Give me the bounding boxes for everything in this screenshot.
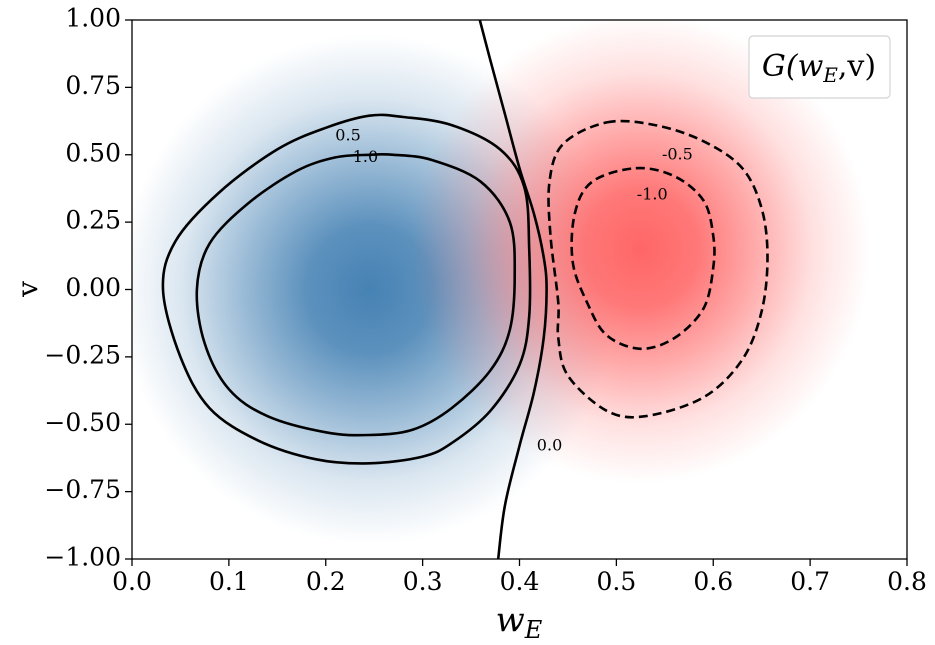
legend: G(wE,v) — [748, 35, 891, 99]
contour-lines — [161, 20, 769, 559]
legend-box — [748, 35, 891, 99]
y-tick-label: 0.00 — [65, 273, 121, 302]
x-tick-label: 0.0 — [112, 567, 152, 596]
y-tick-label: 1.00 — [65, 4, 121, 33]
y-axis-ticks: 1.00 0.75 0.50 0.25 0.00 −0.25 −0.50 −0.75 −1.00 — [44, 4, 132, 572]
contour-line-0.5 — [161, 113, 532, 465]
y-axis-label: v — [11, 281, 44, 298]
x-tick-label: 0.2 — [306, 567, 346, 596]
x-axis-ticks: 0.0 0.1 0.2 0.3 0.4 0.5 0.6 0.7 0.8 — [112, 559, 927, 596]
x-tick-label: 0.6 — [693, 567, 733, 596]
y-tick-label: −0.50 — [44, 408, 121, 437]
y-tick-label: −1.00 — [44, 543, 121, 572]
contour-label--1.0: -1.0 — [637, 185, 668, 204]
y-tick-label: −0.75 — [44, 475, 121, 504]
legend-label: G(wE,v) — [762, 49, 876, 87]
x-tick-label: 0.7 — [790, 567, 830, 596]
contour-label-1.0: 1.0 — [353, 147, 378, 166]
contour-label-0.0: 0.0 — [537, 435, 562, 454]
y-tick-label: −0.25 — [44, 340, 121, 369]
x-tick-label: 0.8 — [887, 567, 927, 596]
contour-labels: 0.5 1.0 0.0 -0.5 -1.0 — [335, 125, 693, 454]
negative-peak-region — [410, 20, 871, 485]
y-tick-label: 0.25 — [65, 206, 121, 235]
contour-label-0.5: 0.5 — [335, 125, 360, 144]
heatmap-field — [132, 20, 871, 545]
y-tick-label: 0.75 — [65, 71, 121, 100]
y-tick-label: 0.50 — [65, 138, 121, 167]
contour-label--0.5: -0.5 — [662, 144, 693, 163]
contour-line--0.5 — [547, 119, 769, 419]
contour-line-0.0 — [478, 20, 548, 559]
x-tick-label: 0.3 — [403, 567, 443, 596]
x-axis-label: wE — [496, 600, 543, 644]
x-tick-label: 0.4 — [500, 567, 540, 596]
x-tick-label: 0.1 — [209, 567, 249, 596]
x-tick-label: 0.5 — [596, 567, 636, 596]
contour-line-1.0 — [195, 152, 517, 437]
